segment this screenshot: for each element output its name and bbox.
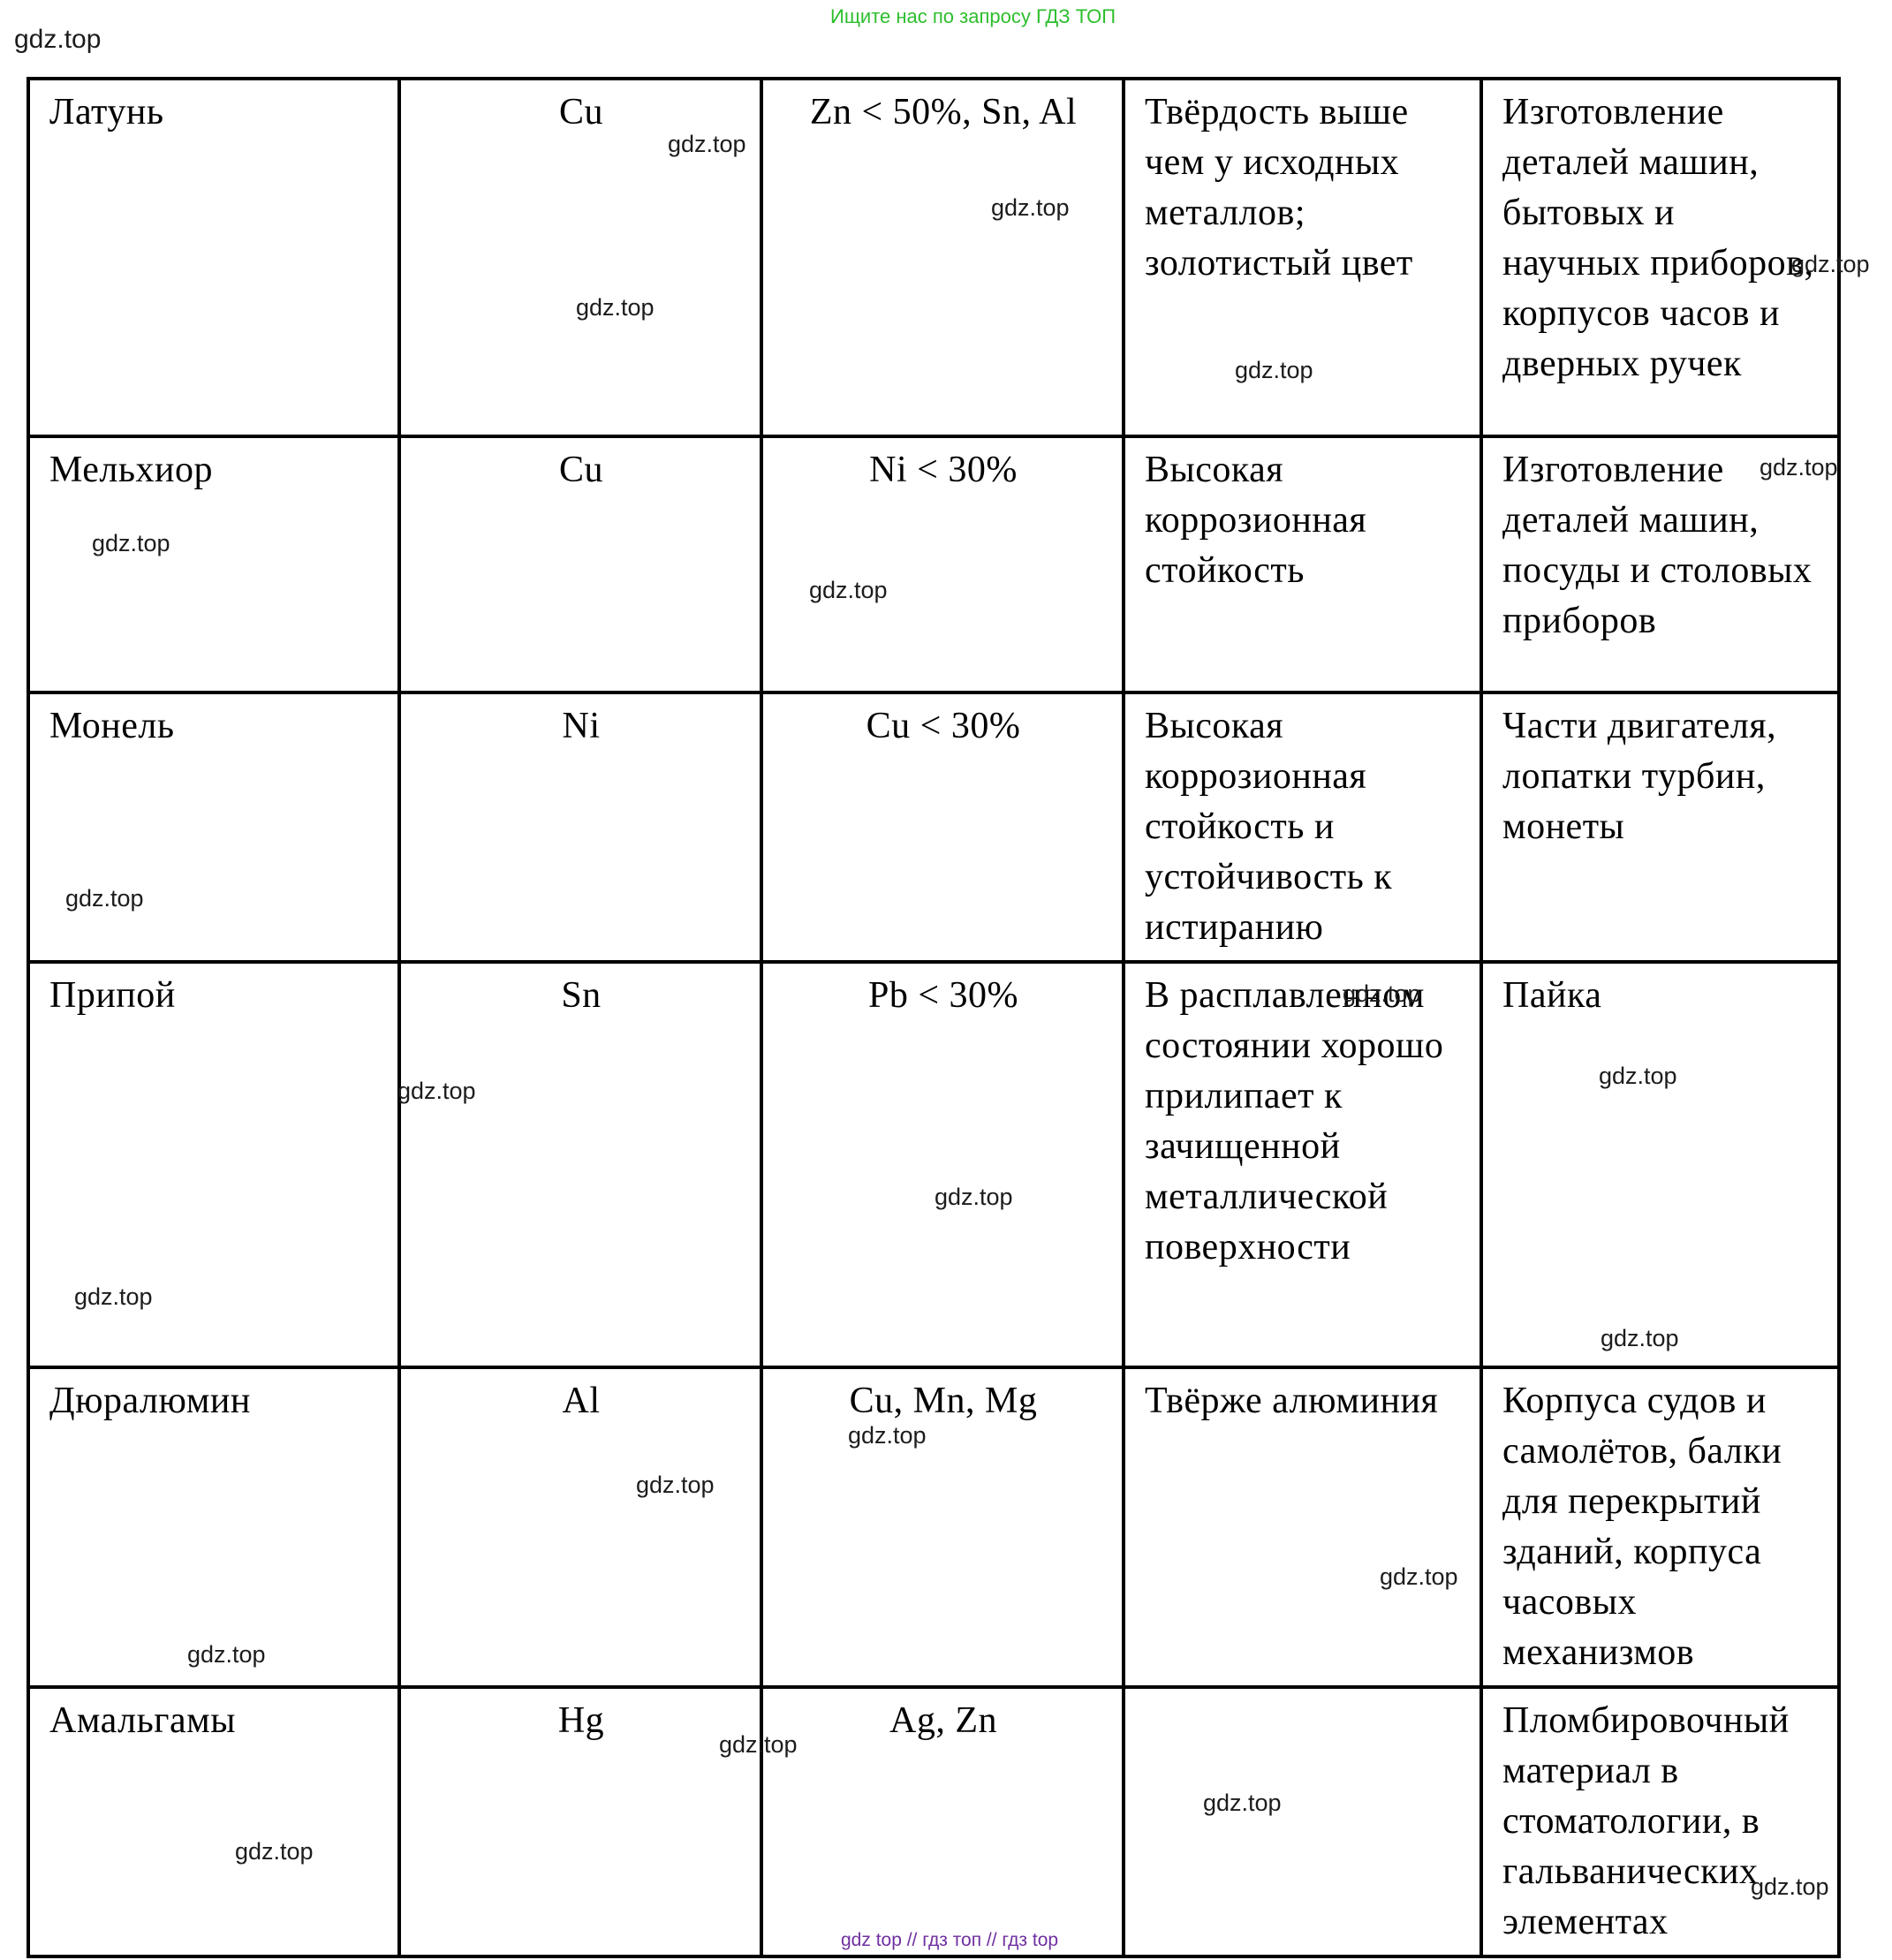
cell-alloy-name: Латунь [26, 77, 401, 438]
table-row-cupronickel: Мельхиор Cu Ni < 30% Высокая коррозионна… [26, 435, 1841, 694]
cell-properties: Твёрдость выше чем у исходных металлов; … [1122, 77, 1483, 438]
gdz-watermark: gdz.top [235, 1838, 314, 1865]
gdz-watermark: gdz.top [397, 1078, 476, 1104]
gdz-watermark: gdz.top [1343, 980, 1421, 1007]
table-row-monel: Монель Ni Cu < 30% Высокая коррозионная … [26, 691, 1841, 964]
cell-uses: Части двигателя, лопатки турбин, монеты [1480, 691, 1841, 964]
cell-properties: Твёрже алюминия [1122, 1366, 1483, 1689]
cell-base-metal: Cu [397, 435, 763, 694]
table-row-duralumin: Дюралюмин Al Cu, Mn, Mg Твёрже алюминия … [26, 1366, 1841, 1689]
gdz-watermark: gdz.top [1203, 1790, 1282, 1816]
gdz-watermark: gdz.top [576, 294, 655, 321]
promo-banner-text: Ищите нас по запросу ГДЗ ТОП [830, 5, 1116, 27]
gdz-watermark: gdz.top [92, 530, 170, 556]
cell-alloy-name: Монель [26, 691, 401, 964]
alloys-table: Латунь Cu Zn < 50%, Sn, Al Твёрдость выш… [26, 77, 1841, 1958]
cell-additives: Cu, Mn, Mg [760, 1366, 1125, 1689]
cell-alloy-name: Мельхиор [26, 435, 401, 694]
cell-additives: Zn < 50%, Sn, Al [760, 77, 1125, 438]
gdz-watermark: gdz.top [187, 1641, 266, 1668]
cell-additives: Ag, Zn [760, 1685, 1125, 1958]
gdz-watermark: gdz.top [1760, 454, 1838, 481]
cell-uses: Пломбировочный материал в стоматологии, … [1480, 1685, 1841, 1958]
gdz-watermark: gdz.top [1751, 1873, 1829, 1900]
cell-properties: Высокая коррозионная стойкость [1122, 435, 1483, 694]
gdz-watermark: gdz.top [65, 885, 144, 912]
cell-uses: Пайка [1480, 960, 1841, 1369]
footer-text: gdz top // гдз топ // гдз top [841, 1930, 1059, 1950]
table-row-solder: Припой Sn Pb < 30% В расплавленном состо… [26, 960, 1841, 1369]
gdz-watermark: gdz.top [74, 1283, 153, 1310]
cell-base-metal: Al [397, 1366, 763, 1689]
cell-base-metal: Sn [397, 960, 763, 1369]
gdz-watermark: gdz.top [636, 1472, 715, 1498]
gdz-watermark: gdz.top [809, 577, 888, 603]
table-row-brass: Латунь Cu Zn < 50%, Sn, Al Твёрдость выш… [26, 77, 1841, 438]
cell-additives: Ni < 30% [760, 435, 1125, 694]
cell-alloy-name: Припой [26, 960, 401, 1369]
cell-base-metal: Ni [397, 691, 763, 964]
cell-properties: В расплавленном состоянии хорошо прилипа… [1122, 960, 1483, 1369]
gdz-watermark: gdz.top [935, 1184, 1013, 1210]
cell-uses: Корпуса судов и самолётов, балки для пер… [1480, 1366, 1841, 1689]
gdz-watermark: gdz.top [1791, 251, 1870, 277]
gdz-watermark: gdz.top [719, 1731, 798, 1758]
cell-properties [1122, 1685, 1483, 1958]
gdz-watermark: gdz.top [1601, 1325, 1679, 1351]
cell-uses: Изготовление деталей машин, посуды и сто… [1480, 435, 1841, 694]
gdz-watermark: gdz.top [1599, 1063, 1677, 1089]
cell-base-metal: Cu [397, 77, 763, 438]
gdz-watermark: gdz.top [668, 131, 746, 157]
cell-properties: Высокая коррозионная стойкость и устойчи… [1122, 691, 1483, 964]
cell-alloy-name: Дюралюмин [26, 1366, 401, 1689]
cell-additives: Cu < 30% [760, 691, 1125, 964]
gdz-watermark: gdz.top [14, 25, 102, 54]
gdz-watermark: gdz.top [1380, 1563, 1458, 1590]
cell-uses: Изготовление деталей машин, бытовых и на… [1480, 77, 1841, 438]
gdz-watermark: gdz.top [991, 194, 1070, 221]
gdz-watermark: gdz.top [1235, 357, 1313, 383]
cell-additives: Pb < 30% [760, 960, 1125, 1369]
cell-alloy-name: Амальгамы [26, 1685, 401, 1958]
gdz-watermark: gdz.top [848, 1422, 927, 1449]
table-row-amalgams: Амальгамы Hg Ag, Zn Пломбировочный матер… [26, 1685, 1841, 1958]
cell-base-metal: Hg [397, 1685, 763, 1958]
